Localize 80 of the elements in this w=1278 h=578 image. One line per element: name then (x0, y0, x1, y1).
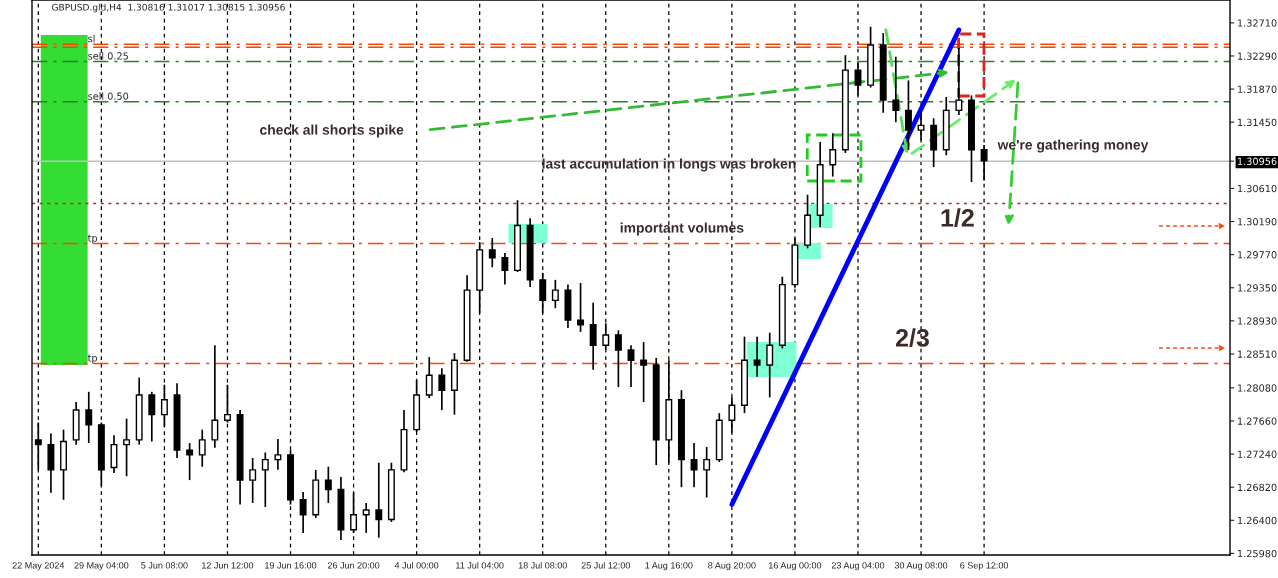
x-tick-label: 30 Aug 08:00 (894, 562, 948, 571)
y-tick-label: 1.26820 (1238, 483, 1277, 492)
candlestick (703, 446, 711, 499)
candlestick (904, 79, 912, 151)
candlestick (640, 341, 648, 403)
x-tick-label: 8 Aug 20:00 (708, 562, 756, 571)
x-tick-label: 12 Jun 12:00 (202, 562, 254, 569)
y-tick-label: 1.29350 (1238, 284, 1277, 292)
candlestick (577, 282, 585, 333)
y-tick-label: 1.28510 (1238, 350, 1277, 358)
candlestick (766, 331, 774, 399)
ref-line-label: tp (87, 234, 98, 244)
annotation: important volumes (620, 222, 744, 236)
candlestick (299, 491, 307, 534)
candlestick (438, 367, 446, 411)
y-tick-label: 1.30190 (1238, 218, 1277, 226)
candlestick (123, 417, 131, 477)
x-tick-label: 19 Jun 16:00 (265, 562, 317, 569)
candlestick (917, 111, 925, 142)
candlestick (198, 428, 206, 468)
y-tick-label: 1.32290 (1238, 52, 1277, 60)
x-tick-label: 18 Jul 08:00 (518, 561, 567, 569)
y-tick-label: 1.30956 (1238, 157, 1277, 165)
candlestick (375, 461, 383, 539)
y-tick-label: 1.31870 (1238, 85, 1277, 93)
candlestick (551, 279, 559, 310)
candlestick (110, 434, 118, 474)
y-tick-label: 1.27240 (1238, 450, 1277, 458)
candlestick (186, 442, 194, 481)
ref-line-label: sell 0.25 (88, 52, 128, 60)
candlestick (362, 502, 370, 534)
x-tick-label: 4 Jul 00:00 (394, 561, 439, 569)
candlestick (211, 344, 219, 449)
candlestick (324, 465, 332, 504)
ref-line-label: sl (88, 34, 95, 43)
candlestick (614, 329, 622, 388)
x-tick-label: 22 May 2024 (12, 562, 65, 571)
annotation: 2/3 (895, 328, 929, 347)
x-tick-label: 1 Aug 16:00 (645, 562, 693, 571)
y-tick-label: 1.31450 (1238, 118, 1277, 127)
x-tick-label: 29 May 04:00 (74, 562, 129, 571)
candlestick (829, 132, 837, 178)
candlestick (425, 356, 433, 399)
candlestick (892, 55, 900, 124)
y-tick-label: 1.25980 (1238, 549, 1277, 558)
y-tick-label: 1.26400 (1238, 516, 1277, 525)
ref-line-label: tp (87, 354, 98, 364)
x-tick-label: 6 Sep 12:00 (960, 562, 1009, 571)
annotation: 1/2 (941, 208, 974, 227)
candlestick (488, 237, 496, 269)
x-tick-label: 5 Jun 08:00 (141, 562, 188, 569)
y-tick-label: 1.29770 (1238, 251, 1277, 259)
candlestick (501, 252, 509, 286)
chart-title: GBPUSD.gld,H4 1.30816 1.31017 1.30815 1.30956 (52, 3, 285, 13)
candlestick (690, 442, 698, 489)
annotation: we're gathering money (997, 139, 1149, 153)
y-tick-label: 1.28930 (1238, 317, 1277, 325)
y-tick-label: 1.30610 (1238, 184, 1277, 193)
candlestick (589, 301, 597, 371)
candlestick (955, 47, 963, 116)
candlestick (350, 491, 358, 534)
candlestick (85, 390, 93, 444)
candlestick (627, 344, 635, 388)
y-tick-label: 1.27660 (1238, 417, 1277, 425)
annotation: last accumulation in longs was broken (542, 158, 796, 172)
candlestick (160, 383, 168, 428)
x-tick-label: 16 Aug 00:00 (769, 562, 822, 571)
candlestick (249, 457, 257, 504)
y-tick-label: 1.32710 (1238, 19, 1277, 27)
x-tick-label: 23 Aug 04:00 (831, 562, 885, 571)
ref-line-label: sell 0.50 (88, 92, 129, 100)
x-tick-label: 11 Jul 04:00 (456, 561, 504, 569)
candlestick (261, 451, 269, 508)
x-tick-label: 26 Jun 20:00 (327, 562, 380, 569)
y-tick-label: 1.28080 (1238, 384, 1277, 392)
candlestick (148, 390, 156, 443)
candlestick (274, 438, 282, 471)
x-tick-label: 25 Jul 12:00 (581, 561, 631, 569)
annotation: check all shorts spike (260, 124, 404, 138)
candlestick (753, 335, 761, 378)
